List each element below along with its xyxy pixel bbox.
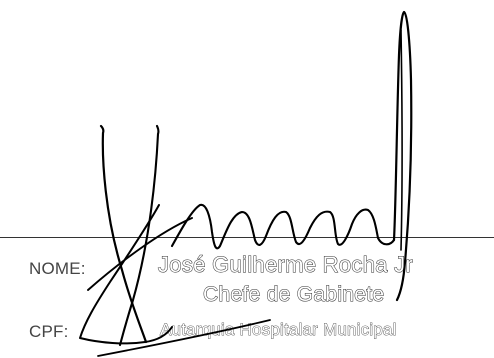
- cpf-label: CPF:: [29, 322, 69, 341]
- stamp-organization: Autarquia Hospitalar Municipal: [160, 320, 397, 340]
- signature-line: [0, 237, 494, 238]
- name-label: NOME:: [29, 259, 86, 278]
- stamp-name: José Guilherme Rocha Jr: [157, 252, 414, 278]
- stamp-role: Chefe de Gabinete: [202, 283, 385, 307]
